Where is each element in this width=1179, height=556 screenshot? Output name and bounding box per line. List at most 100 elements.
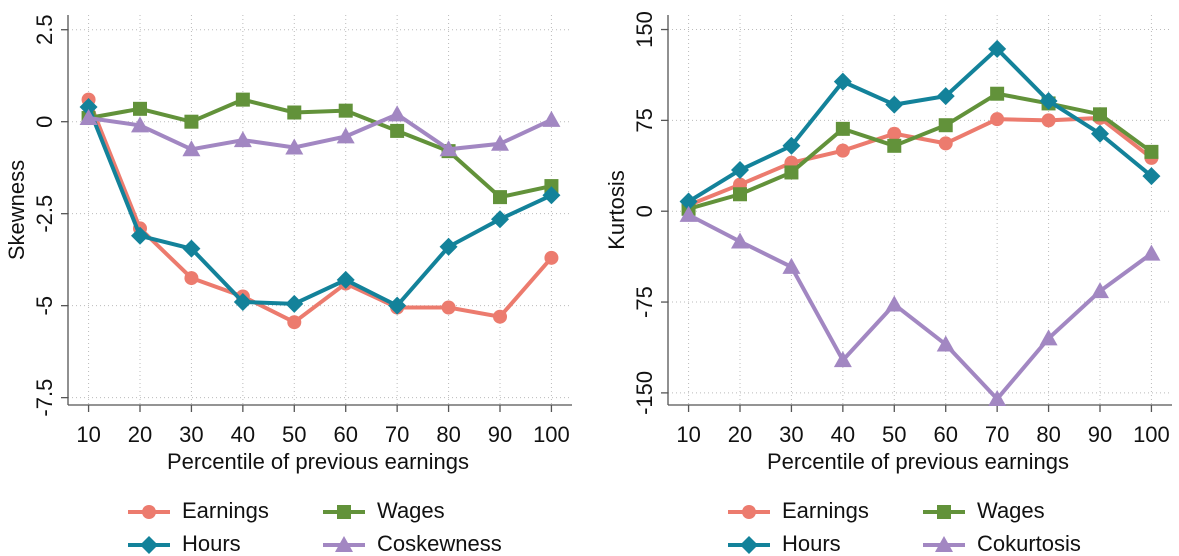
data-point bbox=[336, 270, 355, 289]
series-line bbox=[88, 97, 552, 200]
x-axis-title: Percentile of previous earnings bbox=[167, 449, 469, 474]
legend-label: Coskewness bbox=[377, 531, 502, 556]
y-tick-label: 150 bbox=[632, 11, 657, 48]
data-point bbox=[833, 351, 852, 368]
data-point bbox=[782, 136, 801, 155]
x-tick-label: 20 bbox=[128, 422, 152, 447]
data-point bbox=[388, 296, 407, 315]
legend-label: Cokurtosis bbox=[977, 531, 1081, 556]
data-point bbox=[1142, 244, 1161, 261]
data-point bbox=[990, 112, 1005, 127]
data-point bbox=[131, 116, 149, 133]
data-point bbox=[285, 138, 304, 155]
data-point bbox=[233, 131, 252, 148]
data-point bbox=[493, 190, 507, 205]
data-point bbox=[184, 114, 199, 129]
data-point bbox=[887, 138, 902, 153]
x-tick-label: 10 bbox=[76, 422, 100, 447]
data-point bbox=[338, 103, 353, 118]
y-tick-label: 0 bbox=[632, 205, 657, 217]
legend-label: Hours bbox=[182, 531, 241, 556]
y-tick-label: -75 bbox=[632, 286, 657, 318]
data-point bbox=[1041, 113, 1056, 128]
x-tick-label: 10 bbox=[676, 422, 700, 447]
data-point bbox=[287, 105, 302, 120]
x-tick-label: 100 bbox=[533, 422, 570, 447]
data-point bbox=[336, 127, 355, 144]
data-point bbox=[988, 39, 1007, 58]
legend-marker bbox=[740, 536, 758, 554]
data-point bbox=[1091, 124, 1109, 143]
data-point bbox=[493, 309, 507, 324]
data-point bbox=[79, 97, 98, 116]
legend-label: Wages bbox=[377, 498, 445, 523]
x-tick-label: 90 bbox=[1088, 422, 1112, 447]
y-tick-label: -7.5 bbox=[32, 379, 57, 417]
series-line bbox=[688, 91, 1153, 211]
data-point bbox=[133, 101, 147, 116]
data-point bbox=[885, 95, 904, 114]
data-point bbox=[679, 192, 698, 211]
data-point bbox=[235, 92, 250, 107]
x-tick-label: 90 bbox=[488, 422, 512, 447]
data-point bbox=[184, 271, 199, 286]
legend-marker bbox=[937, 505, 951, 519]
legend-marker bbox=[335, 536, 353, 552]
x-tick-label: 70 bbox=[385, 422, 409, 447]
series-line bbox=[687, 46, 1153, 204]
data-point bbox=[936, 87, 955, 106]
x-tick-label: 60 bbox=[333, 422, 357, 447]
x-tick-label: 20 bbox=[728, 422, 752, 447]
data-point bbox=[233, 292, 252, 311]
legend-marker bbox=[742, 505, 756, 519]
data-point bbox=[938, 136, 953, 151]
data-point bbox=[679, 205, 698, 222]
legend-marker bbox=[140, 536, 158, 554]
y-tick-label: -2.5 bbox=[32, 195, 57, 233]
data-point bbox=[390, 123, 405, 138]
y-axis-title: Skewness bbox=[4, 160, 29, 260]
data-point bbox=[988, 389, 1007, 406]
data-point bbox=[79, 109, 98, 126]
data-point bbox=[544, 250, 559, 265]
data-point bbox=[491, 134, 509, 151]
data-point bbox=[731, 232, 749, 249]
y-tick-label: 2.5 bbox=[32, 14, 57, 45]
x-tick-label: 40 bbox=[831, 422, 855, 447]
x-tick-label: 50 bbox=[882, 422, 906, 447]
series-line bbox=[86, 98, 553, 325]
data-point bbox=[1144, 144, 1159, 159]
data-point bbox=[131, 226, 149, 245]
data-point bbox=[491, 210, 509, 229]
data-point bbox=[182, 239, 201, 258]
data-point bbox=[782, 257, 801, 274]
data-point bbox=[1039, 329, 1058, 346]
data-point bbox=[441, 300, 456, 315]
data-point bbox=[885, 295, 904, 312]
data-point bbox=[439, 237, 458, 256]
x-tick-label: 80 bbox=[436, 422, 460, 447]
data-point bbox=[542, 110, 561, 127]
x-tick-label: 50 bbox=[282, 422, 306, 447]
x-tick-label: 100 bbox=[1133, 422, 1170, 447]
data-point bbox=[936, 335, 955, 352]
x-tick-label: 80 bbox=[1036, 422, 1060, 447]
data-point bbox=[544, 179, 559, 194]
legend-marker bbox=[337, 505, 351, 519]
data-point bbox=[285, 294, 304, 313]
data-point bbox=[938, 118, 953, 133]
data-point bbox=[835, 121, 850, 136]
legend-marker bbox=[935, 536, 953, 552]
data-point bbox=[1091, 282, 1109, 299]
data-point bbox=[388, 105, 407, 122]
data-point bbox=[439, 140, 458, 157]
legend-label: Hours bbox=[782, 531, 841, 556]
data-point bbox=[990, 86, 1005, 101]
x-tick-label: 70 bbox=[985, 422, 1009, 447]
x-tick-label: 30 bbox=[779, 422, 803, 447]
data-point bbox=[542, 186, 561, 205]
data-point bbox=[1093, 107, 1107, 122]
legend-marker bbox=[142, 505, 156, 519]
data-point bbox=[731, 161, 749, 180]
